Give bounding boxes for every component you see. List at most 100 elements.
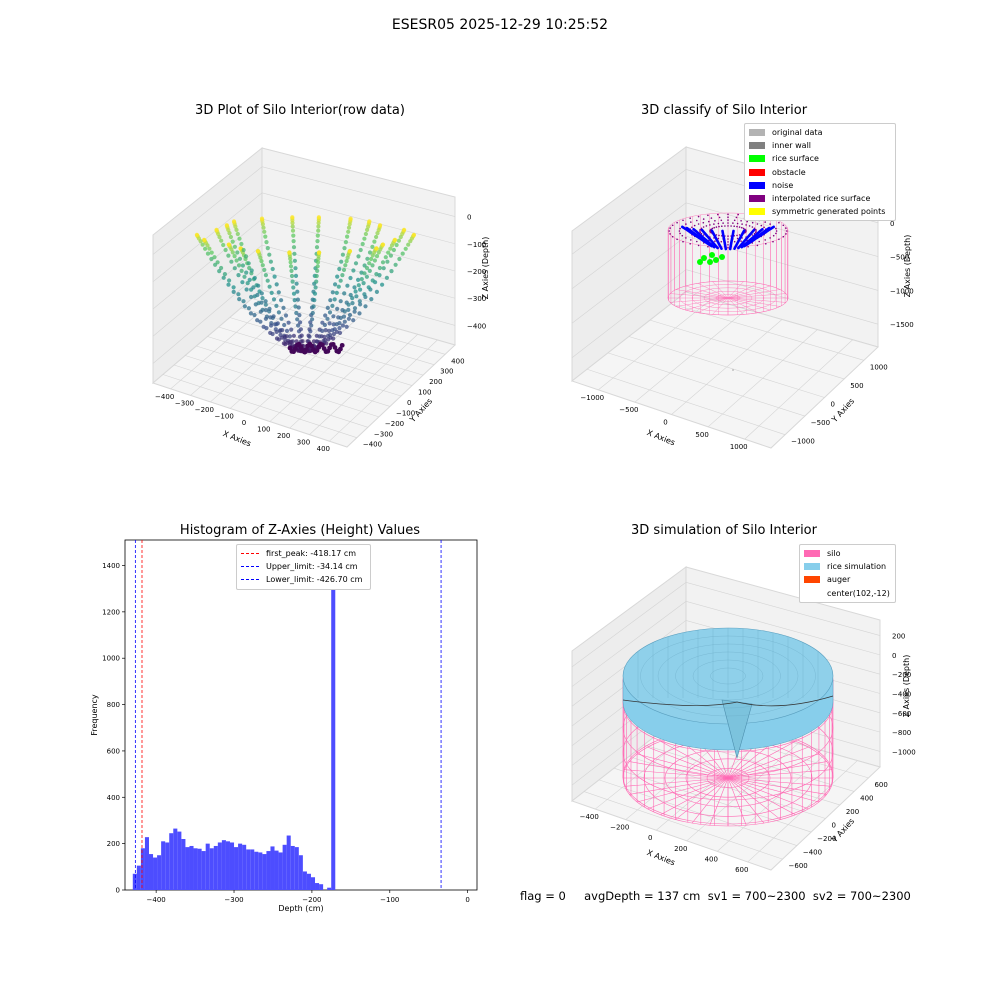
scan-point: [219, 238, 224, 243]
interpolated-point: [755, 231, 757, 234]
classify-z-axis-label: Z Axies (Depth): [903, 235, 912, 298]
scan-point: [330, 290, 335, 295]
scan-point: [234, 258, 239, 263]
scan-point: [320, 328, 325, 333]
legend-swatch: [749, 181, 765, 189]
z-tick-label: −600: [892, 710, 911, 718]
scan-point: [363, 231, 368, 237]
interpolated-point: [718, 234, 720, 237]
y-tick-label: 200: [846, 808, 859, 816]
scan-point: [291, 245, 297, 250]
interpolated-point: [708, 220, 710, 223]
histogram-bar: [217, 842, 222, 890]
silo-floor-spoke: [727, 297, 759, 313]
interpolated-point: [727, 238, 729, 240]
scan-point: [239, 268, 244, 273]
scan-point: [289, 327, 294, 332]
legend-swatch: [241, 579, 259, 581]
scan-point: [291, 291, 297, 296]
legend-swatch: [241, 553, 259, 555]
silo-floor-spoke: [636, 777, 729, 803]
grid-line-y: [218, 326, 413, 386]
interpolated-point: [679, 227, 681, 230]
scan-point: [209, 256, 214, 262]
histogram-bar: [319, 884, 324, 890]
scan-point: [255, 292, 260, 298]
histogram-bar: [294, 847, 299, 890]
legend-label: silo: [827, 549, 841, 559]
scan-point: [298, 344, 304, 350]
scan-point: [345, 283, 350, 288]
interpolated-point: [778, 221, 780, 224]
classify-3d-plot: −1000 −500 0 500 1000 −1000 −500 0 500 1000 0 −50…: [570, 146, 914, 451]
rice-surface-point: [707, 259, 713, 265]
x-tick-label: −300: [175, 399, 194, 407]
y-tick-label: 0: [831, 401, 835, 409]
legend-entry: obstacle: [749, 166, 891, 179]
simulation-x-tick-labels: −400 −200 0 200 400 600: [580, 813, 749, 874]
raw-plot-title: 3D Plot of Silo Interior(row data): [195, 103, 405, 118]
scan-point: [380, 260, 386, 265]
histogram-bar: [193, 848, 198, 890]
interpolated-point: [745, 224, 747, 226]
histogram-bar: [173, 828, 178, 890]
scan-point: [274, 336, 280, 341]
histogram-bar: [165, 842, 170, 890]
histogram-frame: [124, 539, 478, 891]
scan-point: [263, 299, 268, 304]
interpolated-point: [756, 244, 759, 247]
interpolated-point: [702, 218, 705, 220]
scan-point: [316, 215, 321, 220]
scan-point: [367, 268, 372, 273]
scan-point: [331, 331, 336, 337]
scan-point: [291, 239, 296, 244]
grid-line-z: [152, 244, 456, 337]
scan-point: [393, 262, 398, 267]
interpolated-point: [685, 223, 687, 225]
histogram-bar: [157, 855, 162, 890]
scan-point: [323, 313, 328, 318]
scan-point: [213, 262, 218, 267]
x-tick-label: 400: [317, 445, 330, 453]
scan-point: [342, 319, 347, 324]
scan-point: [289, 273, 295, 279]
rice-surface-point: [713, 257, 719, 263]
scan-point: [287, 250, 292, 255]
scan-point: [263, 234, 268, 239]
scan-point: [386, 250, 391, 255]
y-tick-label: 200: [107, 840, 120, 848]
interpolated-point: [702, 234, 705, 236]
scan-point: [267, 284, 272, 289]
silo-floor-spoke: [697, 283, 729, 299]
scan-point: [268, 330, 273, 335]
grid-line-z: [152, 270, 456, 364]
y-tick-label: 600: [107, 747, 120, 755]
interpolated-point: [786, 230, 788, 232]
scan-point: [244, 270, 249, 275]
scan-point: [269, 290, 274, 295]
scan-point: [279, 298, 284, 303]
classify-point-cloud: [668, 213, 788, 371]
scan-point: [315, 233, 320, 238]
scan-point: [362, 271, 367, 276]
scan-point: [374, 254, 380, 259]
scan-point: [268, 315, 273, 320]
scan-point: [362, 236, 367, 241]
y-tick-label: 0: [832, 822, 836, 830]
scan-point: [263, 308, 268, 313]
histogram-bar: [144, 837, 149, 890]
silo-floor-spoke: [624, 777, 729, 787]
y-tick-label: 400: [451, 357, 464, 365]
interpolated-point: [733, 219, 736, 222]
scan-point: [334, 290, 339, 295]
z-tick-label: −500: [890, 254, 909, 262]
x-tick-label: 500: [695, 431, 708, 439]
scan-point: [214, 227, 219, 232]
y-tick-label: 600: [874, 781, 887, 789]
scan-point: [366, 285, 371, 290]
scan-point: [309, 343, 314, 349]
legend-entry: Upper_limit: -34.14 cm: [241, 560, 366, 573]
histogram-bar: [246, 849, 251, 890]
histogram-y-axis-label: Frequency: [90, 694, 99, 736]
